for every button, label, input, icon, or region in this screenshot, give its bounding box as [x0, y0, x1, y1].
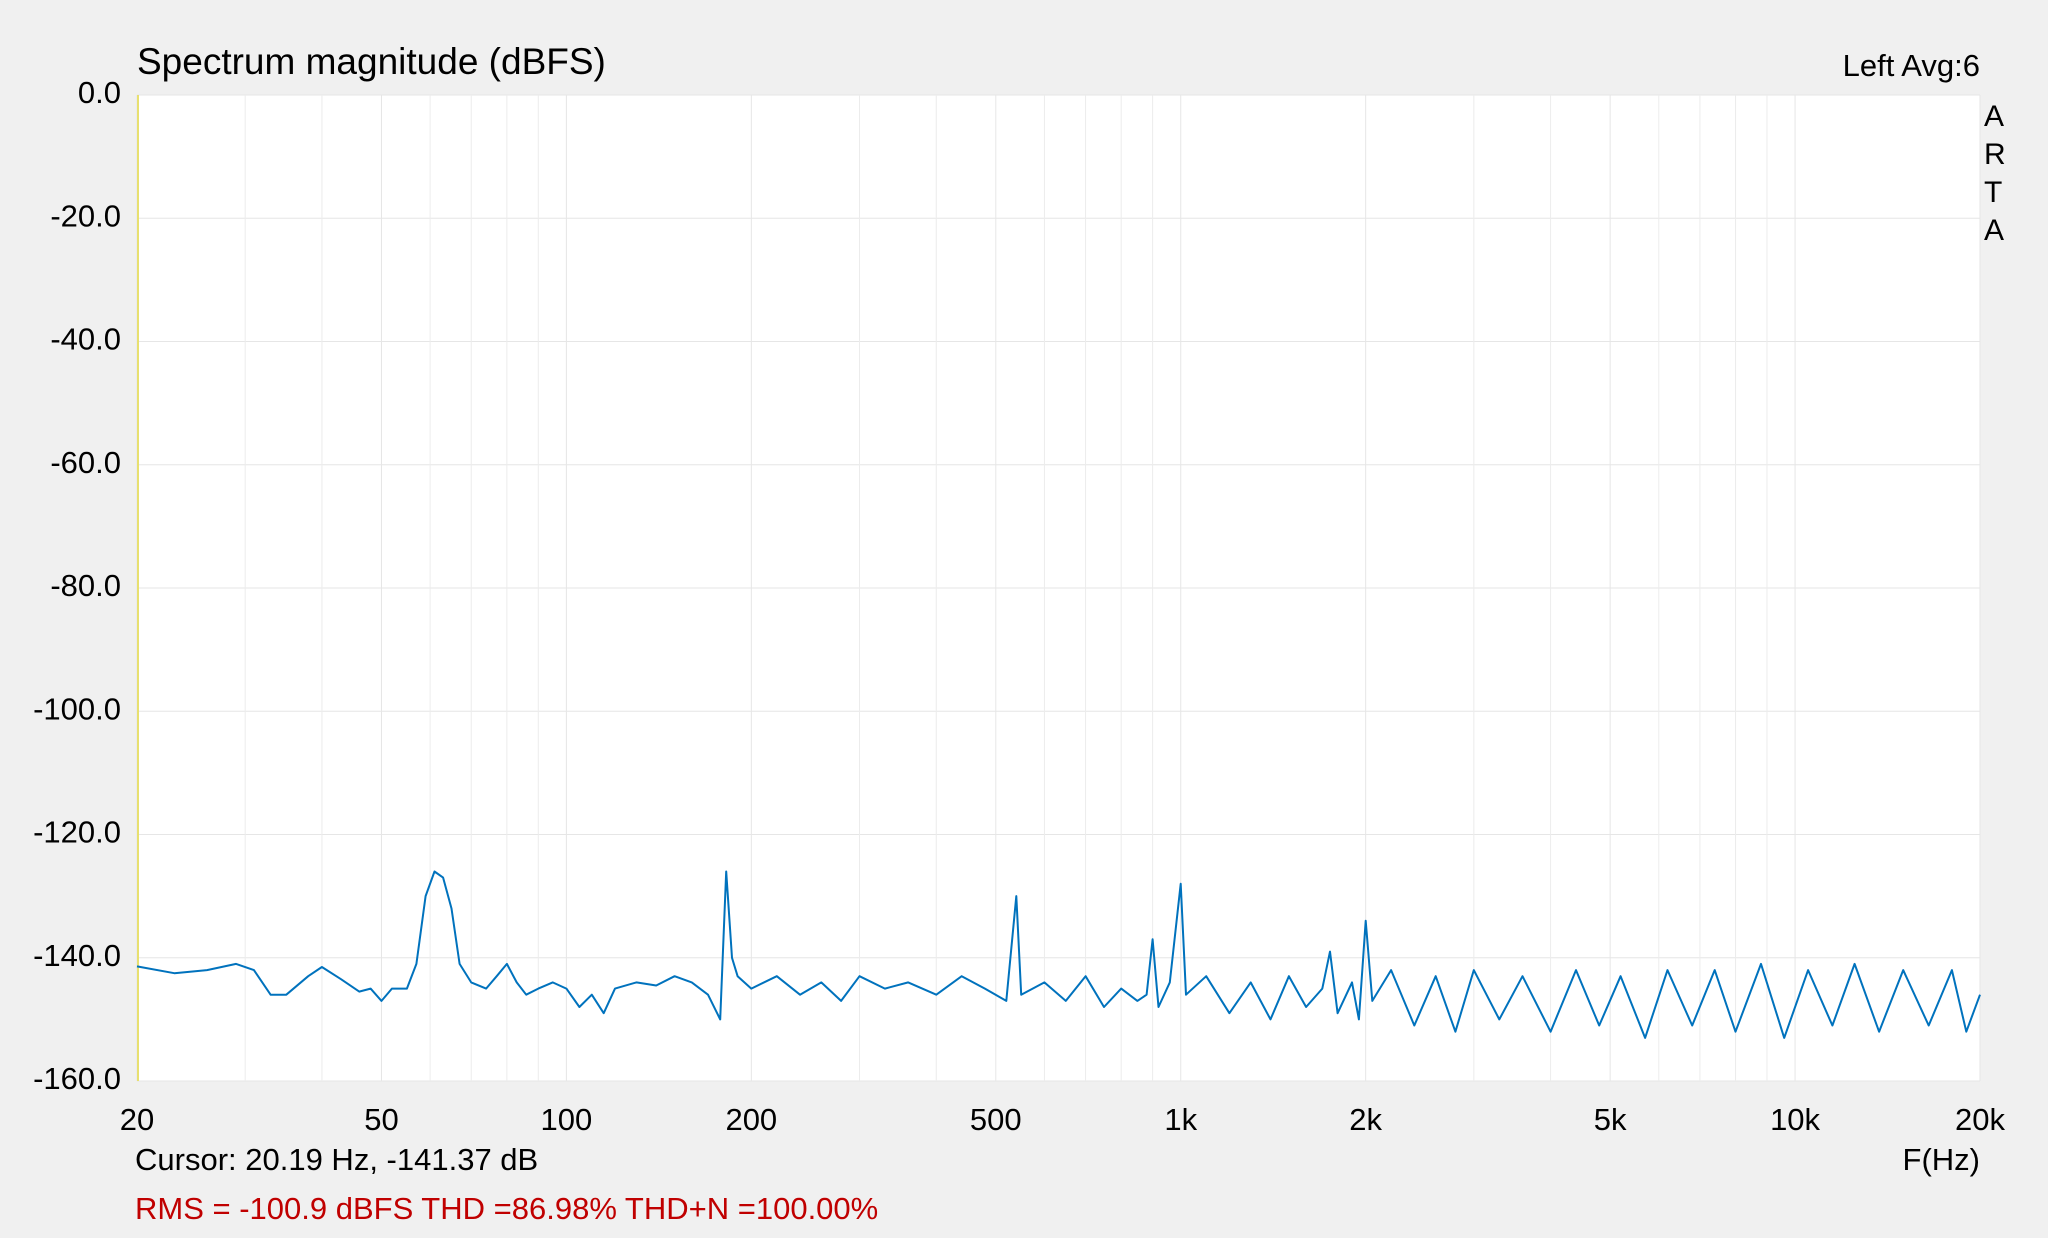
x-tick-label: 1k	[1164, 1102, 1197, 1137]
side-label: ARTA	[1984, 100, 2006, 247]
x-tick-label: 2k	[1349, 1102, 1382, 1137]
x-tick-label: 100	[541, 1102, 593, 1137]
y-tick-label: 0.0	[78, 75, 121, 110]
y-tick-label: -80.0	[50, 568, 121, 603]
y-tick-label: -120.0	[33, 815, 121, 850]
y-tick-label: -140.0	[33, 938, 121, 973]
x-axis-label: F(Hz)	[1903, 1142, 1980, 1177]
channel-label: Left Avg:6	[1843, 48, 1980, 83]
x-tick-label: 10k	[1770, 1102, 1820, 1137]
stats-readout: RMS = -100.9 dBFS THD =86.98% THD+N =100…	[135, 1191, 878, 1226]
spectrum-line	[136, 870, 1981, 1039]
x-tick-label: 5k	[1594, 1102, 1627, 1137]
y-tick-label: -60.0	[50, 445, 121, 480]
y-tick-label: -20.0	[50, 198, 121, 233]
cursor-readout: Cursor: 20.19 Hz, -141.37 dB	[135, 1142, 538, 1177]
y-tick-label: -40.0	[50, 322, 121, 357]
x-tick-label: 20k	[1955, 1102, 2005, 1137]
x-tick-label: 500	[970, 1102, 1022, 1137]
y-tick-label: -100.0	[33, 691, 121, 726]
x-tick-label: 50	[364, 1102, 398, 1137]
chart-title: Spectrum magnitude (dBFS)	[137, 41, 606, 82]
x-tick-label: 200	[725, 1102, 777, 1137]
x-tick-label: 20	[120, 1102, 154, 1137]
y-tick-label: -160.0	[33, 1061, 121, 1096]
